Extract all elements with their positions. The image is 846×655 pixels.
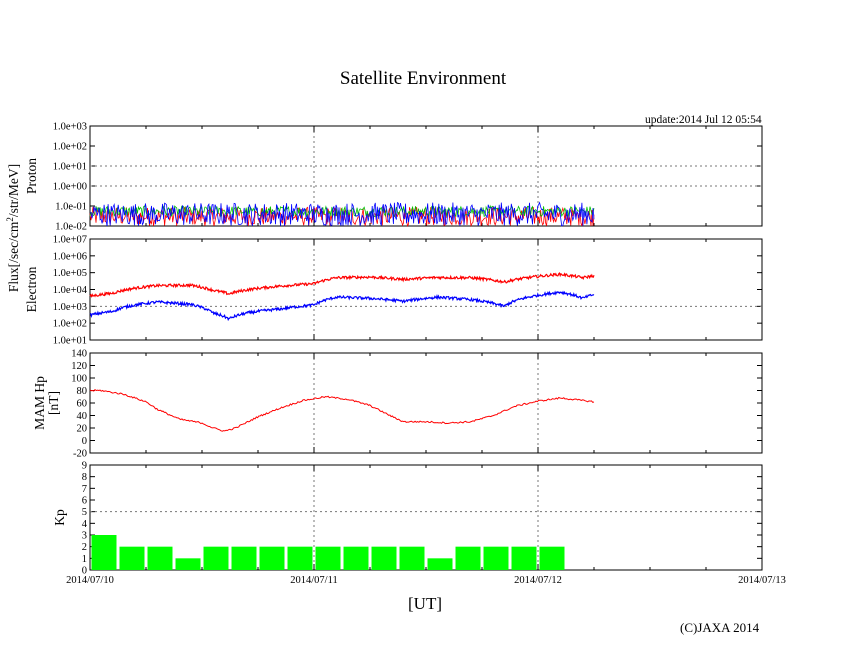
y-tick-label: 120 <box>71 361 87 372</box>
kp-bar <box>119 546 145 570</box>
y-tick-label: 1.0e+01 <box>53 336 87 347</box>
update-timestamp: update:2014 Jul 12 05:54 <box>645 114 762 126</box>
panel-frame <box>89 352 763 454</box>
x-axis-unit-label: [UT] <box>408 594 442 613</box>
flux-label-tail: /str/MeV] <box>6 164 21 217</box>
panel-ylabel: Proton <box>24 158 39 194</box>
kp-bar <box>203 546 229 570</box>
y-tick-label: 1 <box>82 554 87 565</box>
kp-bar <box>175 558 201 570</box>
kp-bar <box>539 546 565 570</box>
y-tick-label: 2 <box>82 542 87 553</box>
y-tick-label: 4 <box>82 519 88 530</box>
chart-title: Satellite Environment <box>339 68 507 89</box>
y-tick-label: 1.0e+01 <box>53 162 87 173</box>
y-tick-label: 1.0e+02 <box>53 142 87 153</box>
kp-bar <box>91 535 117 570</box>
y-tick-label: 100 <box>71 374 87 385</box>
y-tick-label: 20 <box>77 424 88 435</box>
kp-bar <box>399 546 425 570</box>
x-tick-label: 2014/07/11 <box>290 575 337 586</box>
electron-series-0 <box>89 271 595 298</box>
copyright-notice: (C)JAXA 2014 <box>680 620 760 635</box>
y-tick-label: 140 <box>71 349 87 360</box>
y-tick-label: 1.0e-02 <box>55 222 87 233</box>
y-tick-label: 1.0e+02 <box>53 319 87 330</box>
y-tick-label: 3 <box>82 531 87 542</box>
flux-label-sup: 2 <box>5 217 15 222</box>
kp-bar <box>511 546 537 570</box>
kp-bar <box>343 546 369 570</box>
flux-axis-label: Flux[/sec/cm2/str/MeV] <box>5 164 21 292</box>
y-tick-label: 9 <box>82 461 87 472</box>
y-tick-label: 6 <box>82 496 87 507</box>
x-tick-label: 2014/07/12 <box>514 575 562 586</box>
panel-electron: 1.0e+01 1.0e+02 1.0e+03 1.0e+04 1.0e+05 1.0e+… <box>24 235 763 347</box>
y-tick-label: 5 <box>82 507 87 518</box>
y-tick-label: 1.0e+00 <box>53 182 87 193</box>
electron-series-1 <box>89 290 595 322</box>
x-tick-label: 2014/07/10 <box>66 575 114 586</box>
kp-bar <box>455 546 481 570</box>
panel-ylabel-unit: [nT] <box>46 391 61 415</box>
panel-frame <box>89 464 763 571</box>
kp-bar <box>483 546 509 570</box>
kp-bar <box>315 546 341 570</box>
flux-label-main: Flux[/sec/cm <box>6 221 21 292</box>
kp-bar <box>147 546 173 570</box>
panel-ylabel: Electron <box>24 266 39 312</box>
y-tick-label: 60 <box>77 399 88 410</box>
y-tick-label: 0 <box>82 566 87 577</box>
y-tick-label: 1.0e-01 <box>55 202 87 213</box>
y-tick-label: 1.0e+07 <box>53 235 87 246</box>
y-tick-label: 8 <box>82 472 87 483</box>
y-tick-label: -20 <box>73 449 87 460</box>
kp-bar <box>427 558 453 570</box>
mam_hp-series-0 <box>89 389 595 432</box>
panel-ylabel: Kp <box>52 509 67 526</box>
kp-bar <box>231 546 257 570</box>
x-tick-label: 2014/07/13 <box>738 575 786 586</box>
y-tick-label: 1.0e+03 <box>53 122 87 133</box>
y-tick-label: 40 <box>77 411 88 422</box>
y-tick-label: 7 <box>82 484 87 495</box>
kp-bar <box>287 546 313 570</box>
y-tick-label: 80 <box>77 386 88 397</box>
y-tick-label: 0 <box>82 436 87 447</box>
kp-bar <box>371 546 397 570</box>
proton-series-2 <box>89 201 595 227</box>
panel-ylabel: MAM Hp <box>32 376 47 430</box>
panel-proton: 1.0e-02 1.0e-01 1.0e+00 1.0e+01 1.0e+02 1.0e+… <box>24 122 763 233</box>
y-tick-label: 1.0e+05 <box>53 268 87 279</box>
y-tick-label: 1.0e+06 <box>53 251 87 262</box>
kp-bar <box>259 546 285 570</box>
y-tick-label: 1.0e+04 <box>53 285 88 296</box>
panel-frame <box>89 238 763 341</box>
y-tick-label: 1.0e+03 <box>53 302 87 313</box>
